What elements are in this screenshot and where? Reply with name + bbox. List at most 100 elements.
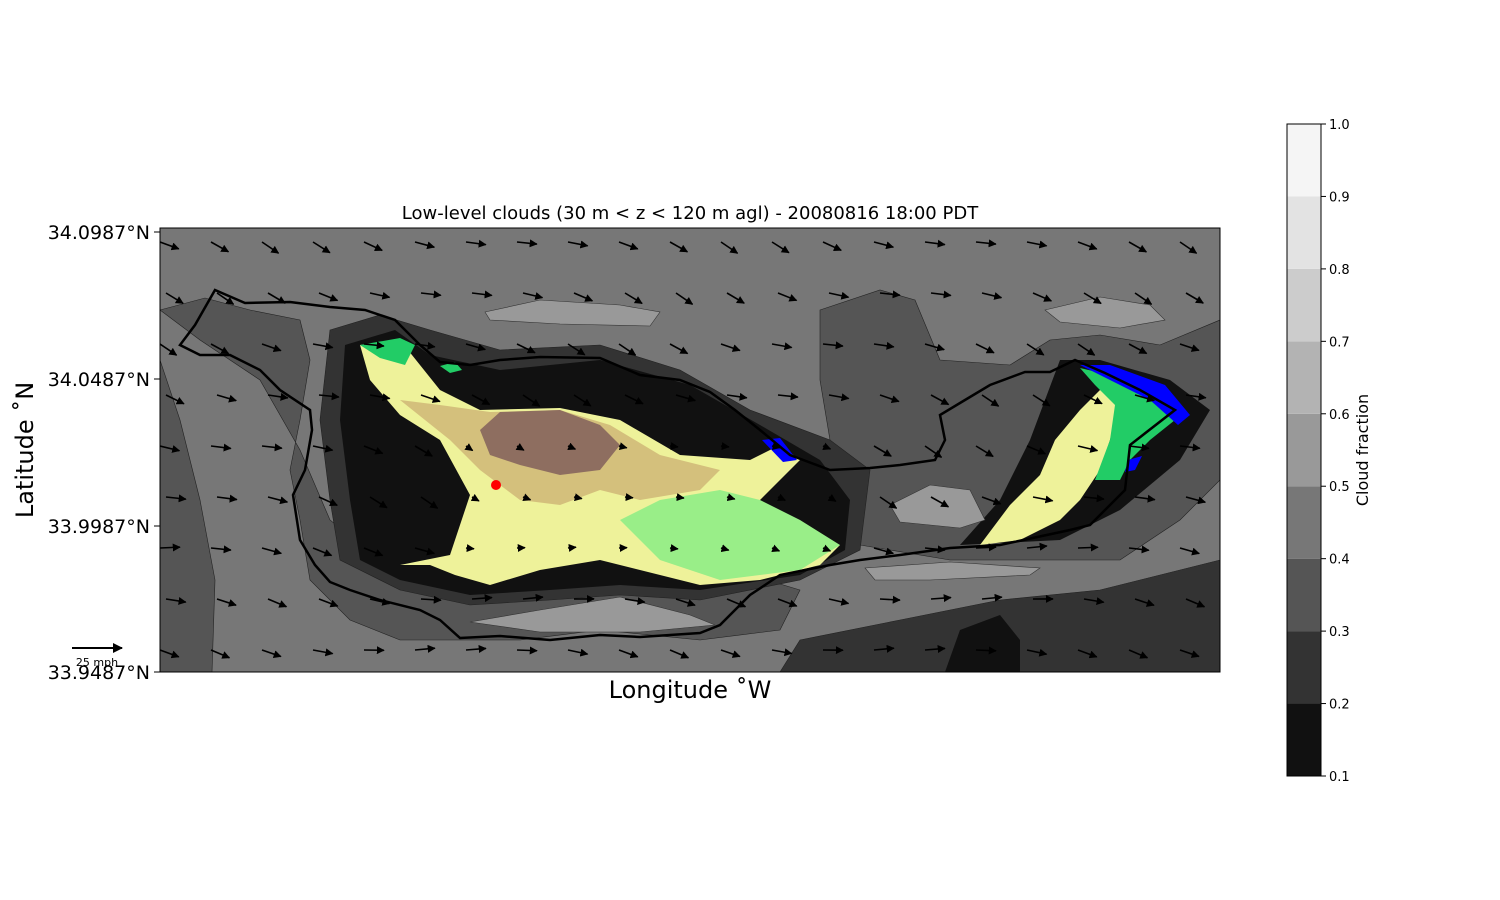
terrain-east-yellow: [980, 390, 1120, 545]
wind-vector-arrow: [1077, 649, 1098, 659]
wind-vector-arrow: [675, 598, 696, 607]
colorbar-band: [1287, 486, 1321, 559]
y-tick-label: 34.0487°N: [48, 369, 150, 391]
wind-vector-arrow: [720, 544, 730, 553]
wind-vector-arrow: [873, 547, 895, 556]
wind-vector-arrow: [369, 291, 391, 300]
wind-vector-arrow: [573, 292, 594, 302]
colorbar-tick-label: 0.2: [1329, 698, 1350, 713]
wind-vector-arrow: [318, 496, 338, 507]
wind-vector-arrow: [1026, 648, 1048, 657]
cloud-field-contour-west: [160, 297, 801, 641]
wind-vector-arrow: [312, 648, 334, 657]
wind-vector-arrow: [216, 598, 237, 607]
wind-vector-arrow: [210, 241, 230, 253]
wind-vector-arrow: [465, 644, 487, 653]
chart-title: Low-level clouds (30 m < z < 120 m agl) …: [402, 203, 979, 224]
cloud-field-patch-east-center: [889, 484, 986, 529]
wind-vector-arrow: [981, 496, 1002, 506]
colorbar-tick-label: 0.8: [1329, 263, 1350, 278]
wind-vector-arrow: [369, 598, 391, 606]
wind-vector-arrow: [720, 649, 741, 658]
wind-vector-arrow: [1032, 292, 1053, 302]
wind-vector-arrow: [465, 239, 487, 248]
colorbar-tick-label: 0.7: [1329, 335, 1350, 350]
wind-vector-arrow: [669, 343, 689, 355]
wind-vector-arrow: [216, 394, 237, 403]
wind-vector-arrow: [267, 496, 289, 505]
wind-vector-arrow: [827, 494, 837, 502]
wind-vector-arrow: [369, 496, 388, 509]
wind-vector-arrow: [924, 545, 946, 554]
wind-vector-arrow: [318, 292, 339, 302]
wind-vector-arrow: [369, 393, 391, 402]
wind-vector-arrow: [363, 341, 385, 350]
wind-vector-arrow: [160, 241, 180, 251]
terrain-east-green: [1080, 368, 1175, 480]
wind-vector-arrow: [924, 445, 943, 458]
wind-vector-arrow: [165, 292, 184, 305]
wind-vector-arrow: [1185, 496, 1207, 505]
y-tick-label: 34.0987°N: [48, 222, 150, 244]
wind-vector-arrow: [261, 241, 280, 254]
wind-vector-arrow: [879, 496, 898, 509]
wind-vector-arrow: [924, 343, 945, 352]
wind-vector-arrow: [210, 343, 230, 355]
map-plot-area: [160, 228, 1220, 672]
wind-vector-arrow: [261, 547, 283, 556]
wind-vector-arrow: [879, 595, 901, 604]
y-axis-label: Latitude ˚N: [11, 382, 39, 518]
wind-vector-arrow: [465, 544, 475, 553]
wind-vector-arrow: [522, 394, 541, 407]
wind-vector-arrow: [771, 544, 781, 553]
wind-vector-arrow: [930, 594, 952, 603]
wind-vector-arrow: [930, 290, 952, 299]
wind-vector-arrow: [771, 442, 781, 451]
wind-vector-arrow: [160, 649, 180, 659]
wind-vector-arrow: [261, 649, 282, 658]
wind-vector-arrow: [516, 239, 538, 248]
wind-vector-arrow: [822, 241, 842, 252]
wind-vector-arrow: [470, 493, 480, 502]
wind-vector-arrow: [669, 442, 679, 451]
coastline: [178, 288, 1178, 642]
wind-vector-arrow: [975, 239, 997, 248]
wind-vector-arrow: [318, 392, 340, 401]
wind-vector-arrow: [1026, 240, 1048, 249]
wind-vector-arrow: [267, 598, 288, 608]
wind-vector-arrow: [981, 292, 1003, 300]
colorbar-tick-label: 0.3: [1329, 625, 1350, 640]
wind-vector-arrow: [618, 343, 637, 356]
y-tick-label: 33.9487°N: [48, 662, 150, 684]
wind-vector-arrow: [1032, 495, 1054, 504]
wind-vector-arrow: [924, 645, 946, 653]
wind-vector-arrow: [1134, 494, 1156, 503]
terrain-green-west: [620, 490, 840, 580]
wind-vector-arrow: [873, 241, 895, 250]
wind-vector-arrow: [522, 493, 532, 502]
wind-vector-arrow: [1026, 445, 1047, 455]
wind-vector-arrow: [312, 444, 334, 453]
wind-vector-arrow: [1134, 598, 1155, 607]
colorbar-tick-label: 0.5: [1329, 480, 1350, 495]
cloud-field-patch-southeast: [864, 561, 1041, 581]
wind-vector-arrow: [312, 547, 333, 557]
wind-vector-arrow: [873, 341, 895, 350]
wind-vector-arrow: [1032, 394, 1051, 407]
wind-vector-arrow: [777, 392, 799, 401]
wind-vector-arrow: [216, 494, 238, 503]
wind-vector-arrow: [1128, 241, 1148, 253]
wind-vector-arrow: [726, 392, 748, 401]
wind-vector-arrow: [363, 547, 384, 557]
wind-vector-arrow: [1185, 598, 1206, 608]
wind-vector-arrow: [1083, 597, 1105, 606]
wind-vector-arrow: [363, 241, 383, 252]
colorbar-band: [1287, 558, 1321, 632]
wind-key-label: 25 mph: [76, 656, 118, 669]
wind-vector-arrow: [669, 649, 690, 659]
wind-vector-arrow: [1077, 343, 1096, 356]
wind-vector-arrow: [879, 394, 900, 403]
wind-vector-arrow: [267, 392, 289, 401]
wind-vector-arrow: [828, 597, 850, 606]
